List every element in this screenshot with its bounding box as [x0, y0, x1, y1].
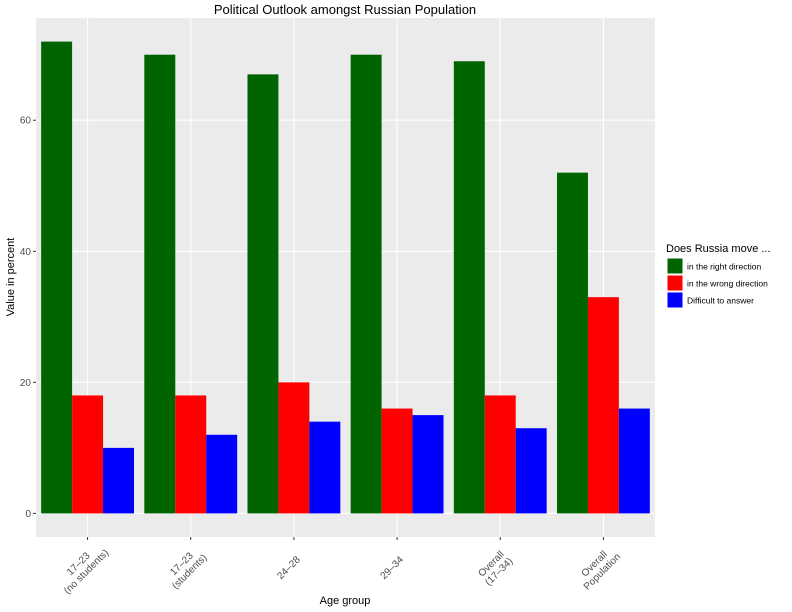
x-axis-title: Age group: [320, 595, 371, 607]
bar: [278, 382, 310, 514]
bar: [175, 395, 207, 514]
legend-key: [666, 274, 684, 292]
bar: [350, 54, 382, 514]
bar: [484, 395, 516, 514]
bar: [309, 421, 341, 514]
y-tick-label: 60: [20, 116, 32, 127]
y-tick-label: 0: [25, 509, 31, 520]
legend-label: Difficult to answer: [687, 296, 754, 306]
x-tick-label: 29–34: [379, 554, 407, 582]
bar: [453, 61, 485, 514]
bar: [206, 434, 238, 514]
x-tick-label: 17–23(students): [162, 545, 209, 592]
bar: [381, 408, 413, 514]
y-tick-label: 20: [20, 378, 32, 389]
bar: [41, 41, 73, 514]
x-tick-label: 24–28: [275, 554, 303, 582]
x-tick-label: OverallPopulation: [574, 544, 623, 593]
legend-key: [666, 291, 684, 309]
bar: [587, 297, 619, 514]
panel: [36, 18, 655, 537]
legend-key: [666, 257, 684, 275]
bar: [103, 447, 135, 514]
y-axis-title: Value in percent: [5, 238, 17, 317]
bar: [556, 172, 588, 514]
bar: [412, 415, 444, 514]
bar: [515, 428, 547, 514]
bar: [72, 395, 104, 514]
legend-label: in the wrong direction: [687, 279, 768, 289]
legend-label: in the right direction: [687, 262, 761, 272]
marks: [41, 41, 650, 514]
legend-title: Does Russia move ...: [666, 243, 771, 255]
y-tick-label: 40: [20, 247, 32, 258]
bar: [618, 408, 650, 514]
bar: [144, 54, 176, 514]
bar: [247, 74, 279, 514]
legend: in the right direction in the wrong direc…: [666, 257, 768, 309]
x-tick-label: Overall(17–34): [475, 548, 515, 588]
chart-title: Political Outlook amongst Russian Popula…: [214, 2, 476, 17]
x-tick-label: 17–23(no students): [54, 540, 111, 597]
